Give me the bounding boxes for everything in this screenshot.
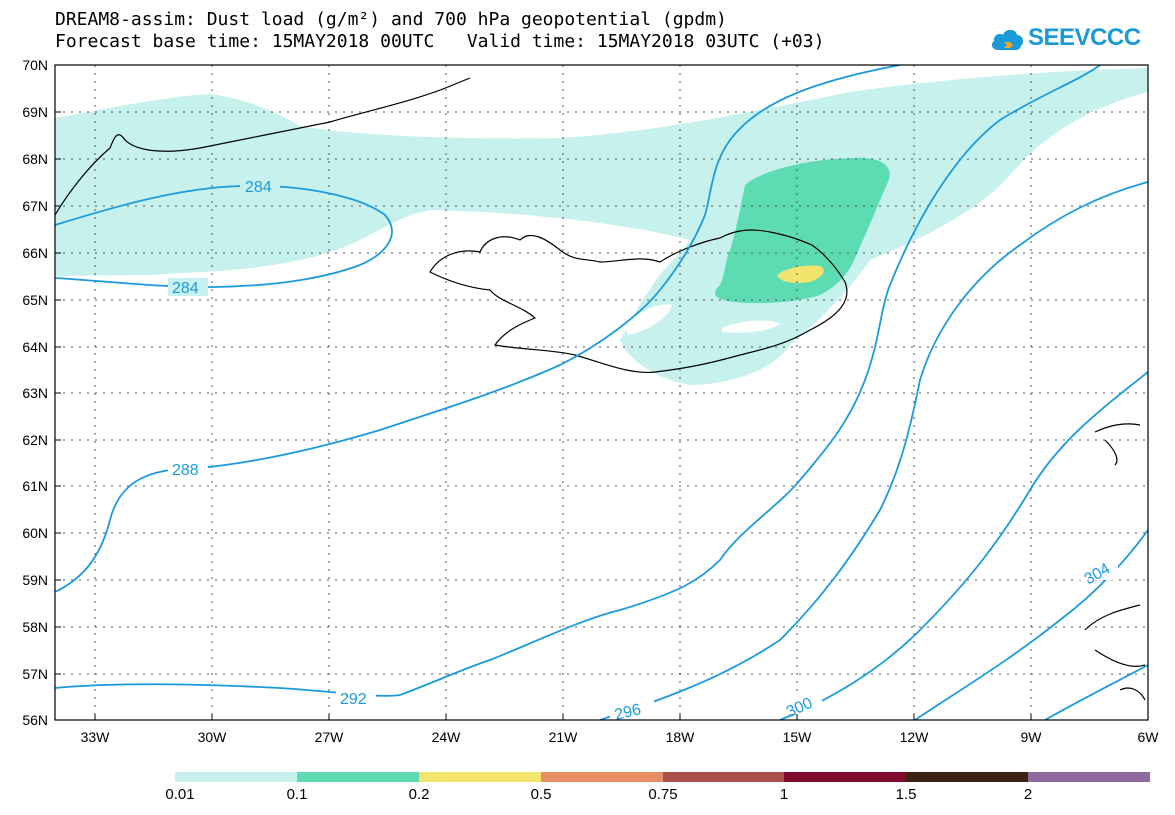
cloud-icon xyxy=(991,29,1024,50)
dust-high-area xyxy=(777,265,824,283)
lat-label: 58N xyxy=(22,619,48,635)
colorbar-segment xyxy=(296,772,419,782)
contour-label: 296 xyxy=(613,701,643,724)
colorbar-label: 0.01 xyxy=(165,786,195,803)
contour-labels: 284 284 288 292 296 300 304 xyxy=(168,176,1118,724)
lat-label: 70N xyxy=(22,57,48,73)
map-subtitle: Forecast base time: 15MAY2018 00UTC Vali… xyxy=(55,32,824,52)
lon-label: 24W xyxy=(432,729,462,745)
lat-label: 69N xyxy=(22,104,48,120)
lat-label: 59N xyxy=(22,572,48,588)
seevccc-logo: SEEVCCC xyxy=(990,22,1150,62)
lat-label: 57N xyxy=(22,666,48,682)
lat-label: 65N xyxy=(22,292,48,308)
lon-label: 15W xyxy=(783,729,813,745)
contour-label: 284 xyxy=(245,179,272,196)
colorbar-label: 1 xyxy=(779,786,789,803)
logo-text: SEEVCCC xyxy=(1028,24,1141,51)
dust-low-area xyxy=(55,68,1148,385)
contour-label: 284 xyxy=(172,280,199,297)
colorbar-segment xyxy=(662,772,785,782)
lat-label: 61N xyxy=(22,478,48,494)
lat-label: 66N xyxy=(22,245,48,261)
colorbar-label: 0.75 xyxy=(648,786,678,803)
graticule xyxy=(55,65,1148,720)
colorbar-label: 0.5 xyxy=(530,786,552,803)
lat-label: 63N xyxy=(22,385,48,401)
lat-label: 56N xyxy=(22,712,48,728)
lon-label: 18W xyxy=(666,729,696,745)
lat-label: 62N xyxy=(22,432,48,448)
colorbar-segment xyxy=(784,772,907,782)
lat-label: 67N xyxy=(22,198,48,214)
contour-label: 288 xyxy=(172,462,199,479)
colorbar-segment xyxy=(418,772,541,782)
map-title: DREAM8-assim: Dust load (g/m²) and 700 h… xyxy=(55,9,727,30)
lon-label: 33W xyxy=(81,729,111,745)
lon-label: 30W xyxy=(198,729,228,745)
base-time: Forecast base time: 15MAY2018 00UTC xyxy=(55,31,435,52)
latitude-labels: 70N 69N 68N 67N 66N 65N 64N 63N 62N 61N … xyxy=(22,57,48,728)
lon-label: 27W xyxy=(315,729,345,745)
longitude-labels: 33W 30W 27W 24W 21W 18W 15W 12W 9W 6W xyxy=(81,729,1160,745)
lon-label: 9W xyxy=(1021,729,1043,745)
colorbar-segment xyxy=(540,772,663,782)
colorbar-segment xyxy=(175,772,297,782)
lon-label: 12W xyxy=(900,729,930,745)
contour-label: 292 xyxy=(340,691,367,708)
colorbar xyxy=(175,772,1150,782)
lat-label: 68N xyxy=(22,151,48,167)
colorbar-segment xyxy=(906,772,1029,782)
coastlines xyxy=(55,77,1146,701)
colorbar-label: 2 xyxy=(1023,786,1033,803)
valid-time: Valid time: 15MAY2018 03UTC (+03) xyxy=(466,31,825,52)
lat-label: 64N xyxy=(22,339,48,355)
colorbar-label: 0.2 xyxy=(408,786,430,803)
colorbar-label: 0.1 xyxy=(286,786,308,803)
lon-label: 6W xyxy=(1138,729,1160,745)
lat-label: 60N xyxy=(22,525,48,541)
colorbar-segment xyxy=(1028,772,1150,782)
colorbar-label: 1.5 xyxy=(895,786,917,803)
dust-mid-area xyxy=(715,157,890,304)
lon-label: 21W xyxy=(549,729,579,745)
